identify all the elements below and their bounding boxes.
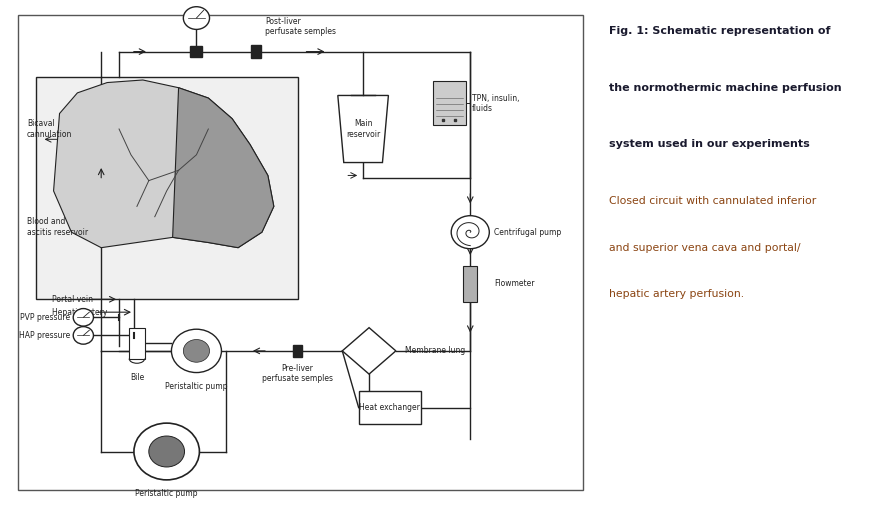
Bar	[251, 45, 261, 58]
Text: Fig. 1: Schematic representation of: Fig. 1: Schematic representation of	[609, 26, 831, 36]
Text: TPN, insulin,
fluids: TPN, insulin, fluids	[472, 93, 520, 113]
Text: Portal vein: Portal vein	[52, 295, 93, 304]
Polygon shape	[342, 328, 396, 374]
Text: HAP pressure: HAP pressure	[19, 331, 70, 340]
Polygon shape	[338, 95, 388, 163]
Bar	[190, 46, 202, 57]
Circle shape	[451, 216, 489, 249]
Text: Bile: Bile	[129, 373, 144, 381]
Text: Heat exchanger: Heat exchanger	[360, 403, 421, 412]
Text: Blood and
ascitis reservoir: Blood and ascitis reservoir	[27, 217, 88, 237]
Text: hepatic artery perfusion.: hepatic artery perfusion.	[609, 289, 744, 299]
Circle shape	[134, 423, 199, 480]
Text: Post-liver
perfusate semples: Post-liver perfusate semples	[265, 17, 336, 36]
Circle shape	[73, 327, 94, 344]
Text: Centrifugal pump: Centrifugal pump	[494, 228, 561, 237]
Circle shape	[149, 436, 184, 467]
Text: the normothermic machine perfusion: the normothermic machine perfusion	[609, 83, 841, 92]
Text: PVP pressure: PVP pressure	[20, 313, 70, 322]
Text: Membrane lung: Membrane lung	[405, 346, 465, 356]
Bar	[36, 77, 298, 299]
Bar	[293, 345, 302, 357]
Text: system used in our experiments: system used in our experiments	[609, 139, 810, 149]
Text: and superior vena cava and portal/: and superior vena cava and portal/	[609, 243, 800, 252]
Bar	[129, 328, 144, 359]
Text: Peristaltic pump: Peristaltic pump	[165, 382, 228, 391]
Text: Main
reservoir: Main reservoir	[346, 119, 381, 139]
Polygon shape	[173, 88, 274, 248]
Text: Pre-liver
perfusate semples: Pre-liver perfusate semples	[262, 364, 333, 383]
Circle shape	[183, 7, 209, 29]
Text: Closed circuit with cannulated inferior: Closed circuit with cannulated inferior	[609, 196, 816, 206]
Circle shape	[183, 340, 209, 362]
Circle shape	[73, 309, 94, 326]
Text: Hepatic artery: Hepatic artery	[52, 308, 108, 317]
Bar	[359, 391, 421, 424]
Polygon shape	[54, 80, 274, 248]
Text: Flowmeter: Flowmeter	[494, 279, 534, 288]
Circle shape	[171, 329, 222, 373]
Bar	[433, 81, 466, 125]
Text: Peristaltic pump: Peristaltic pump	[136, 489, 198, 497]
Text: Bicaval
cannulation: Bicaval cannulation	[27, 119, 72, 139]
Bar	[463, 266, 477, 302]
